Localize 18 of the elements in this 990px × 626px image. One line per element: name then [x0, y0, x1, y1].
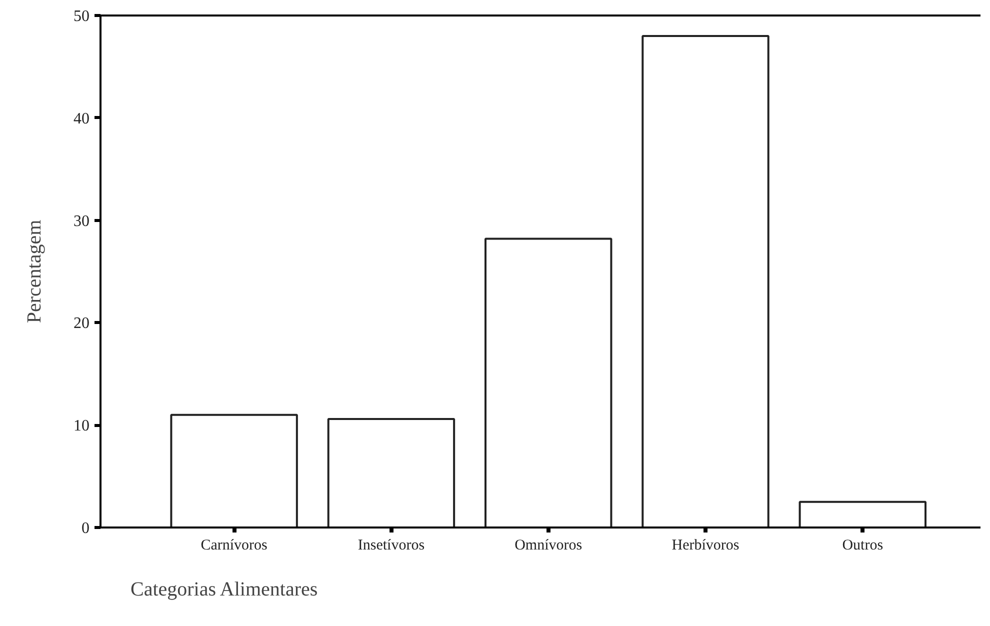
y-tick-label: 20: [74, 315, 90, 332]
bar: [642, 34, 770, 528]
y-axis-title: Percentagem: [24, 219, 46, 324]
y-tick-label: 10: [74, 418, 90, 435]
y-tick-label: 30: [74, 212, 90, 230]
y-tick-label: 40: [74, 110, 90, 128]
y-tick-label: 0: [82, 520, 90, 537]
bar: [170, 414, 298, 528]
y-tick-label: 50: [74, 8, 90, 25]
x-tick-label: Outros: [842, 538, 884, 554]
bar: [798, 500, 926, 528]
x-tick-label: Insetívoros: [358, 538, 425, 554]
x-axis-title: Categorias Alimentares: [130, 578, 318, 600]
x-tick-label: Herbívoros: [672, 538, 740, 554]
x-tick-label: Omnívoros: [514, 538, 582, 554]
x-tick-label: Carnívoros: [200, 538, 268, 554]
bar: [484, 238, 612, 528]
bar: [327, 418, 456, 528]
